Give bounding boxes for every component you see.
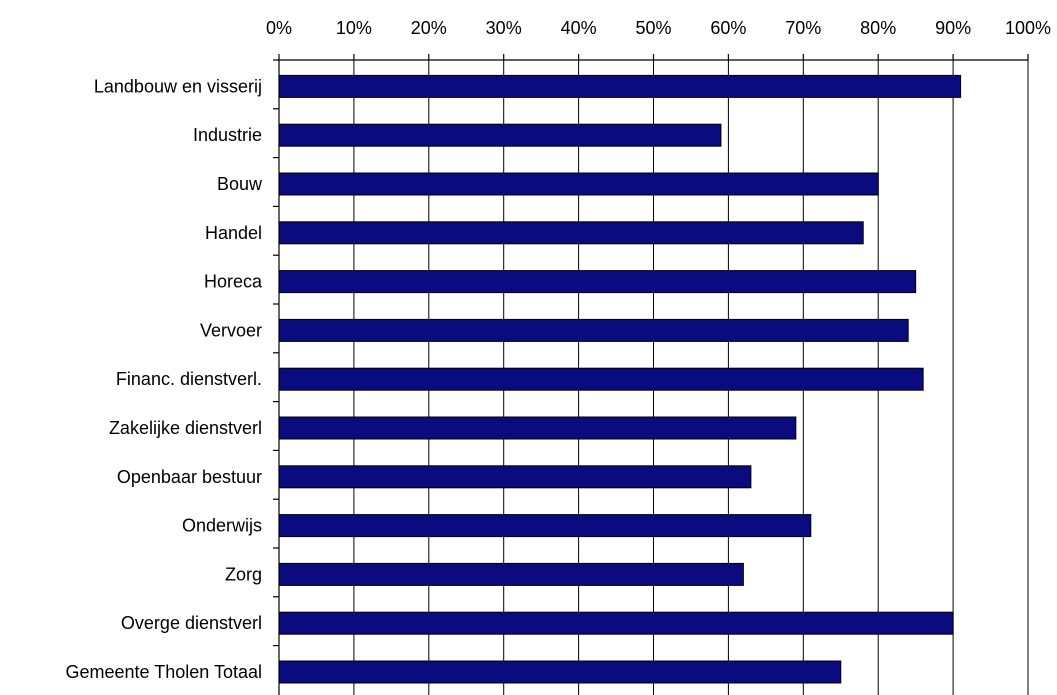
bars-layer (278, 74, 962, 684)
bar-1 (278, 123, 722, 147)
category-label-4: Horeca (204, 272, 263, 292)
x-tick-label-5: 50% (635, 18, 671, 38)
bar-5 (278, 318, 909, 342)
x-tick-label-10: 100% (1005, 18, 1051, 38)
category-label-10: Zorg (225, 564, 262, 584)
bar-4 (278, 270, 917, 294)
category-label-3: Handel (205, 223, 262, 243)
bar-7 (278, 416, 797, 440)
category-label-1: Industrie (193, 125, 262, 145)
bar-10 (278, 562, 744, 586)
x-tick-label-0: 0% (266, 18, 292, 38)
x-tick-label-8: 80% (860, 18, 896, 38)
x-tick-label-2: 20% (411, 18, 447, 38)
category-label-12: Gemeente Tholen Totaal (66, 662, 262, 682)
x-tick-label-1: 10% (336, 18, 372, 38)
category-label-5: Vervoer (200, 320, 262, 340)
labels-layer: 0% 10% 20% 30% 40% 50% 60% 70% 80% 90% 100% Landbou… (66, 18, 1052, 682)
x-tick-label-7: 70% (785, 18, 821, 38)
bar-2 (278, 172, 879, 196)
bar-8 (278, 465, 752, 489)
bar-0 (278, 74, 962, 98)
category-label-8: Openbaar bestuur (117, 467, 262, 487)
x-tick-label-3: 30% (486, 18, 522, 38)
bar-12 (278, 660, 842, 684)
bar-6 (278, 367, 924, 391)
x-tick-label-6: 60% (710, 18, 746, 38)
x-tick-label-4: 40% (561, 18, 597, 38)
bar-3 (278, 221, 864, 245)
category-label-7: Zakelijke dienstverl (109, 418, 262, 438)
bar-9 (278, 514, 812, 538)
category-label-2: Bouw (217, 174, 263, 194)
x-tick-label-9: 90% (935, 18, 971, 38)
category-label-0: Landbouw en visserij (94, 76, 262, 96)
bar-11 (278, 611, 954, 635)
axis-layer (273, 54, 1029, 695)
category-label-11: Overge dienstverl (121, 613, 262, 633)
category-label-9: Onderwijs (182, 516, 262, 536)
category-label-6: Financ. dienstverl. (116, 369, 262, 389)
